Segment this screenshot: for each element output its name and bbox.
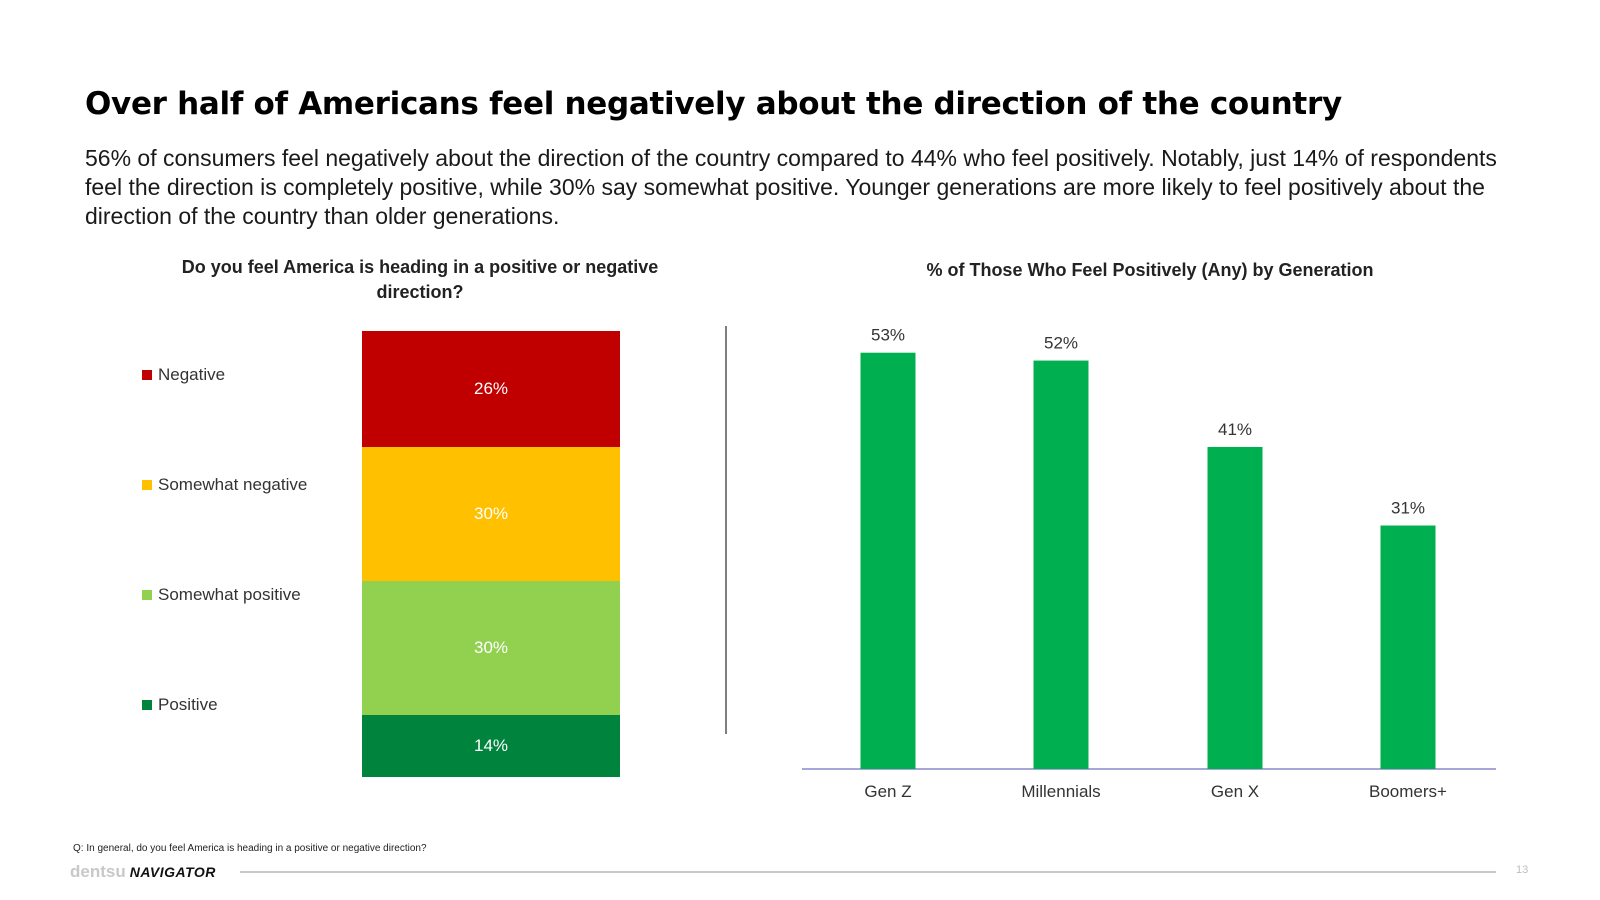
page-title: Over half of Americans feel negatively a… — [85, 86, 1342, 122]
x-tick-label: Gen Z — [864, 782, 911, 801]
legend-item-somewhat-positive: Somewhat positive — [142, 585, 301, 605]
data-label: 53% — [871, 326, 905, 345]
legend-item-somewhat-negative: Somewhat negative — [142, 475, 307, 495]
bar-millennials — [1033, 360, 1089, 769]
x-tick-label: Boomers+ — [1369, 782, 1447, 801]
bar-gen-z — [860, 352, 916, 769]
legend-swatch-negative — [142, 370, 152, 380]
legend-label-somewhat-positive: Somewhat positive — [158, 585, 301, 604]
brand-logo: dentsu NAVIGATOR — [70, 862, 216, 882]
legend-label-positive: Positive — [158, 695, 218, 714]
data-label: 31% — [1391, 499, 1425, 518]
x-tick-label: Millennials — [1021, 782, 1100, 801]
brand-navigator: NAVIGATOR — [129, 864, 216, 880]
bar-gen-x — [1207, 446, 1263, 769]
chart-divider — [725, 326, 727, 734]
page-subtitle: 56% of consumers feel negatively about t… — [85, 145, 1497, 229]
x-tick-label: Gen X — [1211, 782, 1259, 801]
generation-chart-title: % of Those Who Feel Positively (Any) by … — [926, 260, 1374, 280]
legend-label-somewhat-negative: Somewhat negative — [158, 475, 308, 494]
legend-item-positive: Positive — [142, 695, 218, 715]
segment-label-positive: 14% — [473, 735, 509, 755]
question-footnote: Q: In general, do you feel America is he… — [73, 843, 427, 854]
stacked-segment-somewhat-positive: 30% — [362, 580, 620, 715]
page-number: 13 — [1516, 864, 1529, 876]
data-label: 52% — [1044, 334, 1078, 353]
data-label: 41% — [1218, 420, 1252, 439]
legend-swatch-somewhat-negative — [142, 480, 152, 490]
bar-boomers- — [1380, 525, 1436, 769]
legend-label-negative: Negative — [158, 365, 226, 384]
footer-rule — [240, 871, 1496, 873]
legend-swatch-positive — [142, 700, 152, 710]
segment-label-negative: 26% — [473, 378, 509, 398]
legend-item-negative: Negative — [142, 365, 225, 385]
stacked-segment-positive: 14% — [362, 714, 620, 777]
stacked-segment-negative: 26% — [362, 331, 620, 447]
segment-label-somewhat-negative: 30% — [473, 503, 509, 523]
segment-label-somewhat-positive: 30% — [473, 637, 509, 657]
stacked-segment-somewhat-negative: 30% — [362, 446, 620, 581]
brand-dentsu: dentsu — [70, 862, 126, 881]
stacked-chart-title: Do you feel America is heading in a posi… — [181, 257, 659, 302]
legend-swatch-somewhat-positive — [142, 590, 152, 600]
